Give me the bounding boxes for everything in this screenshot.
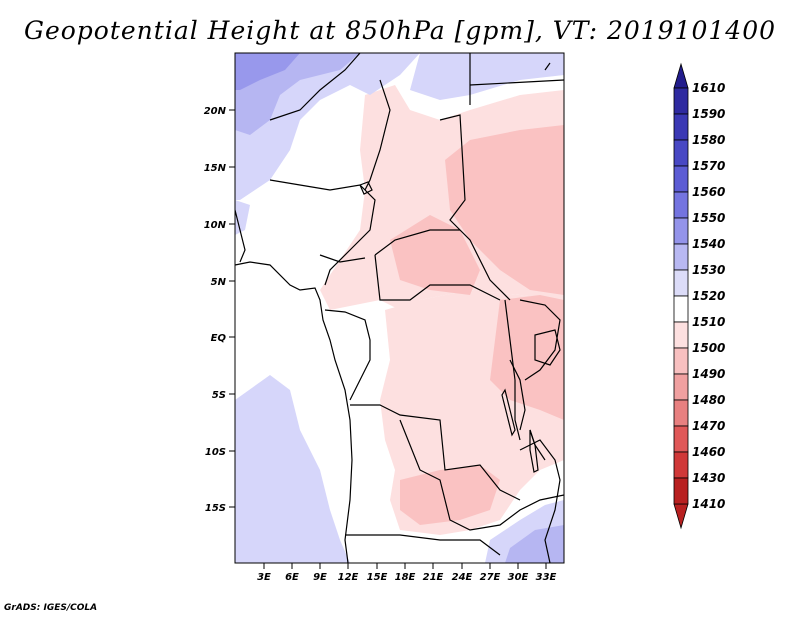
grads-credit: GrADS: IGES/COLA	[4, 603, 98, 613]
lat-tick-label: 10N	[204, 220, 227, 231]
colorbar: 1610 1590 1580 1570 1560 1550 1540 1530 1520 1510…	[673, 62, 725, 530]
lon-tick-label: 24E	[452, 572, 473, 583]
colorbar-label: 1410	[692, 497, 725, 511]
lat-tick-label: 5N	[211, 277, 227, 288]
colorbar-top-arrow	[673, 62, 689, 89]
map-title: Geopotential Height at 850hPa [gpm], VT:…	[23, 16, 777, 45]
colorbar-label: 1570	[692, 159, 725, 173]
lat-tick-label: 20N	[204, 106, 227, 117]
lat-tick-label: 5S	[212, 390, 226, 401]
blue-region-southwest	[235, 375, 350, 563]
lon-tick-label: 9E	[313, 572, 327, 583]
pink-darker-region-ne	[445, 125, 564, 295]
colorbar-swatch	[673, 295, 689, 323]
map-frame	[234, 52, 565, 564]
colorbar-bottom-arrow	[673, 503, 689, 530]
colorbar-label: 1560	[692, 185, 725, 199]
lon-tick-label: 27E	[480, 572, 501, 583]
lon-tick-label: 33E	[536, 572, 557, 583]
colorbar-label: 1550	[692, 211, 725, 225]
colorbar-label: 1480	[692, 393, 725, 407]
colorbar-label: 1490	[692, 367, 725, 381]
blue-region-northeast	[410, 53, 564, 100]
colorbar-label: 1470	[692, 419, 725, 433]
colorbar-swatch	[673, 347, 689, 375]
colorbar-label: 1520	[692, 289, 725, 303]
lat-tick-label: 10S	[205, 447, 226, 458]
colorbar-swatch	[673, 191, 689, 219]
colorbar-label: 1510	[692, 315, 725, 329]
lon-tick-label: 12E	[338, 572, 359, 583]
colorbar-swatch	[673, 399, 689, 427]
lake-victoria	[534, 329, 561, 366]
latitude-axis: 20N 15N 10N 5N EQ 5S 10S 15S	[204, 106, 235, 514]
lakes	[359, 181, 561, 473]
lat-tick-label: 15N	[204, 163, 227, 174]
lon-tick-label: 30E	[508, 572, 529, 583]
colorbar-swatch	[673, 113, 689, 141]
colorbar-label: 1610	[692, 81, 725, 95]
blue-darkest-region-nw	[235, 53, 300, 90]
colorbar-label: 1460	[692, 445, 725, 459]
colorbar-swatch	[673, 87, 689, 115]
colorbar-swatch	[673, 451, 689, 479]
lon-tick-label: 21E	[423, 572, 444, 583]
colorbar-label: 1590	[692, 107, 725, 121]
colorbar-label: 1530	[692, 263, 725, 277]
colorbar-label: 1500	[692, 341, 725, 355]
colorbar-swatch	[673, 217, 689, 245]
colorbar-swatch	[673, 477, 689, 505]
colorbar-swatch	[673, 165, 689, 193]
colorbar-label: 1580	[692, 133, 725, 147]
colorbar-swatch	[673, 425, 689, 453]
lon-tick-label: 18E	[395, 572, 416, 583]
lake-chad	[359, 181, 373, 195]
colorbar-label: 1430	[692, 471, 725, 485]
colorbar-label: 1540	[692, 237, 725, 251]
lat-tick-label: EQ	[211, 333, 227, 344]
pink-darker-region-south	[400, 465, 500, 525]
lat-tick-label: 15S	[205, 503, 226, 514]
blue-darker-region-southeast	[505, 525, 564, 563]
lon-tick-label: 6E	[285, 572, 299, 583]
lake-malawi	[529, 429, 539, 473]
colorbar-swatch	[673, 269, 689, 297]
lake-tanganyika	[501, 388, 516, 437]
colorbar-swatch	[673, 373, 689, 401]
colorbar-swatch	[673, 243, 689, 271]
colorbar-swatch	[673, 139, 689, 167]
colorbar-swatch	[673, 321, 689, 349]
map-shading	[235, 53, 564, 563]
lon-tick-label: 3E	[257, 572, 271, 583]
lon-tick-label: 15E	[367, 572, 388, 583]
longitude-axis: 3E 6E 9E 12E 15E 18E 21E 24E 27E 30E 33E	[257, 563, 557, 583]
